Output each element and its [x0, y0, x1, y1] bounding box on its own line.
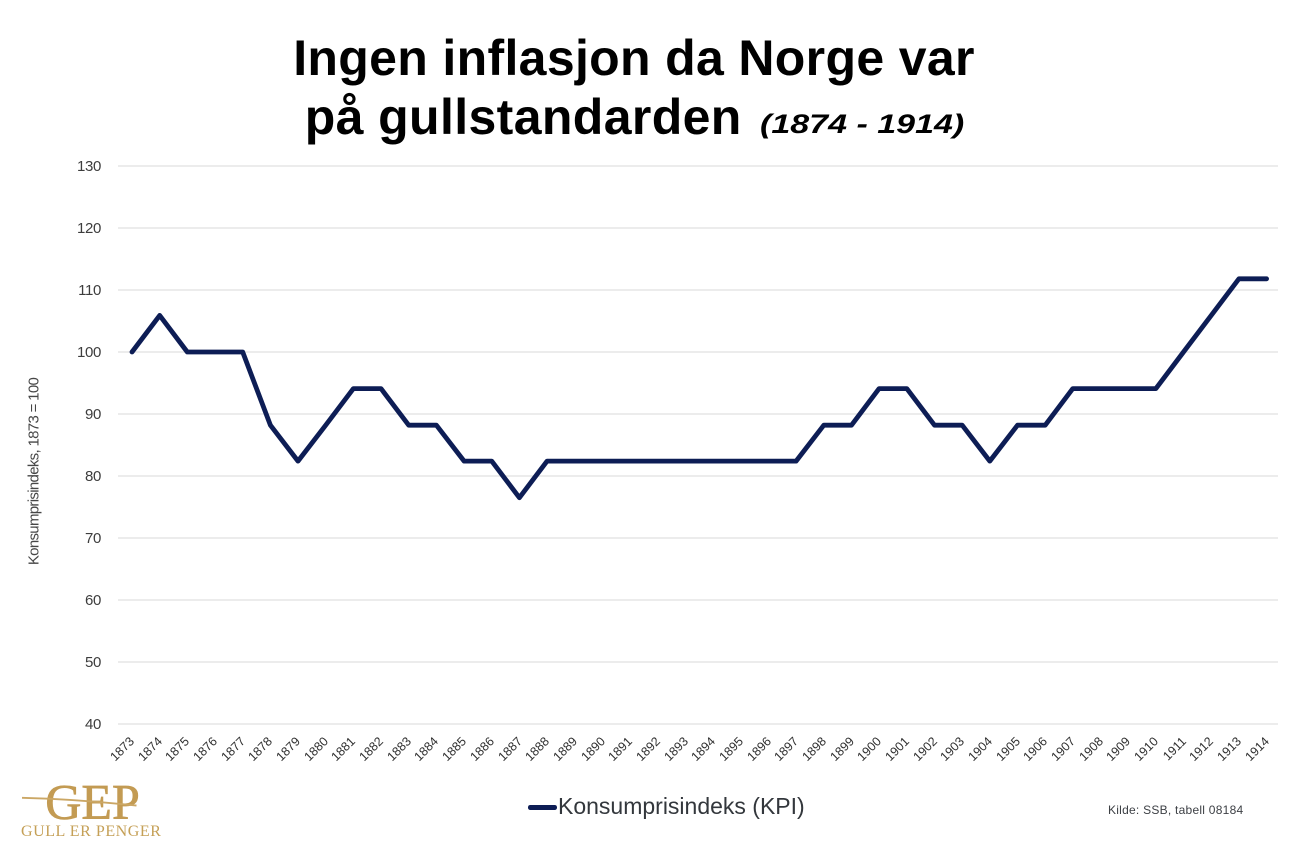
svg-text:GULL ER PENGER: GULL ER PENGER [21, 823, 161, 840]
svg-text:GEP: GEP [45, 773, 139, 829]
